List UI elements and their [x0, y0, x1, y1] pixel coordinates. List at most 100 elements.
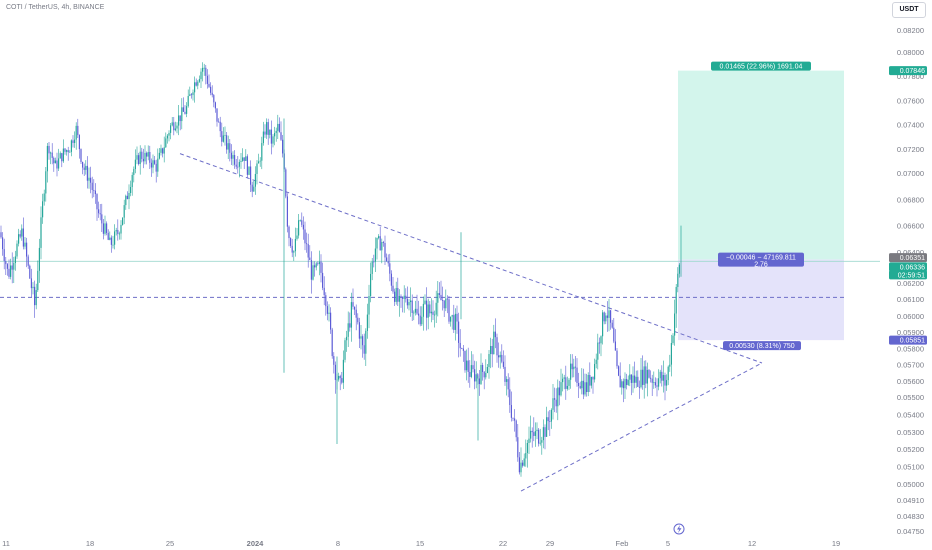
candle-body — [62, 148, 64, 162]
x-tick-label: 12 — [748, 539, 756, 548]
candle-body — [10, 265, 12, 277]
candle-body — [123, 205, 125, 218]
candle-body — [160, 148, 162, 153]
candle-body — [534, 431, 536, 436]
candle-body — [256, 163, 258, 174]
candle-body — [634, 375, 636, 383]
candle-body — [170, 125, 172, 133]
candle-body — [61, 153, 63, 162]
candle-body — [18, 234, 20, 244]
candle-body — [621, 381, 623, 388]
candle-body — [549, 421, 551, 422]
price-badge-text: 0.05851 — [900, 338, 925, 345]
candle-body — [418, 313, 420, 316]
descending-resistance-line — [179, 153, 763, 364]
candle-body — [203, 67, 205, 69]
candle-body — [518, 457, 520, 473]
x-tick-label: 22 — [499, 539, 507, 548]
candle-body — [290, 238, 292, 246]
candle-body — [650, 377, 652, 379]
candle-body — [85, 165, 87, 170]
candle-body — [202, 67, 204, 72]
candle-body — [528, 438, 530, 443]
candle-body — [520, 462, 522, 473]
candle-body — [632, 375, 634, 383]
candle-body — [387, 261, 389, 264]
price-axis[interactable]: 0.08200 0.08000 0.07800 0.07600 0.07400 0.072… — [897, 26, 924, 536]
candle-body — [530, 430, 532, 439]
candle-body — [222, 135, 224, 142]
candle-body — [211, 92, 213, 96]
candle-body — [629, 374, 631, 380]
candle-body — [197, 81, 199, 86]
candle-body — [522, 462, 524, 466]
candle-body — [510, 405, 512, 418]
lightning-icon[interactable] — [673, 523, 685, 535]
candle-body — [16, 243, 18, 257]
candle-body — [355, 309, 357, 318]
candle-body — [198, 79, 200, 82]
candle-body — [389, 263, 391, 274]
time-axis[interactable]: 11 18 25 2024 8 15 22 29 Feb 5 12 19 — [2, 539, 840, 548]
candle-body — [584, 382, 586, 395]
candle-body — [106, 223, 108, 233]
candle-body — [338, 375, 340, 380]
take-profit-zone[interactable] — [678, 70, 844, 260]
candle-body — [48, 145, 50, 154]
candle-body — [152, 160, 154, 168]
candle-body — [54, 160, 56, 164]
candle-body — [75, 125, 77, 140]
candle-body — [293, 251, 295, 253]
stop-loss-zone[interactable] — [678, 259, 844, 341]
candle-body — [224, 135, 226, 137]
candle-body — [266, 122, 268, 135]
currency-button[interactable]: USDT — [892, 2, 926, 18]
candle-body — [544, 427, 546, 437]
candle-body — [122, 217, 124, 225]
candle-body — [566, 385, 568, 389]
candle-body — [179, 115, 181, 122]
y-tick-label: 0.06400 — [897, 248, 924, 257]
y-tick-label: 0.04910 — [897, 496, 924, 505]
candle-body — [325, 295, 327, 307]
candle-body — [70, 140, 72, 152]
candle-body — [674, 313, 676, 336]
candle-body — [352, 302, 354, 307]
candle-body — [546, 417, 548, 437]
y-tick-label: 0.05400 — [897, 410, 924, 419]
candle-body — [552, 398, 554, 410]
x-tick-label: 5 — [666, 539, 670, 548]
candle-body — [126, 195, 128, 200]
pnl-label-text: −0.00046 − 47169.811 — [726, 255, 796, 262]
candle-body — [672, 335, 674, 344]
candle-body — [221, 131, 223, 142]
candle-body — [328, 312, 330, 314]
candle-body — [226, 135, 228, 150]
candle-body — [275, 130, 277, 133]
candle-body — [600, 336, 602, 344]
y-tick-label: 0.05900 — [897, 328, 924, 337]
candle-body — [515, 420, 517, 438]
candle-body — [592, 376, 594, 380]
candle-body — [474, 369, 476, 382]
stop-label-text: 0.00530 (8.31%) 750 — [729, 343, 794, 350]
candle-body — [594, 363, 596, 380]
candle-body — [302, 224, 304, 230]
candle-body — [443, 300, 445, 309]
y-tick-label: 0.05300 — [897, 428, 924, 437]
price-badge-text: 02:59:51 — [898, 272, 925, 279]
candle-body — [139, 151, 141, 165]
candle-body — [405, 295, 407, 300]
candle-body — [42, 201, 44, 218]
candle-body — [342, 359, 344, 383]
trendlines[interactable] — [179, 153, 763, 492]
candle-body — [395, 288, 397, 302]
candle-body — [363, 345, 365, 354]
candle-body — [475, 374, 477, 382]
candle-body — [590, 376, 592, 386]
candle-body — [635, 376, 637, 383]
candle-body — [504, 366, 506, 382]
candle-body — [0, 232, 2, 238]
candle-body — [213, 95, 215, 103]
